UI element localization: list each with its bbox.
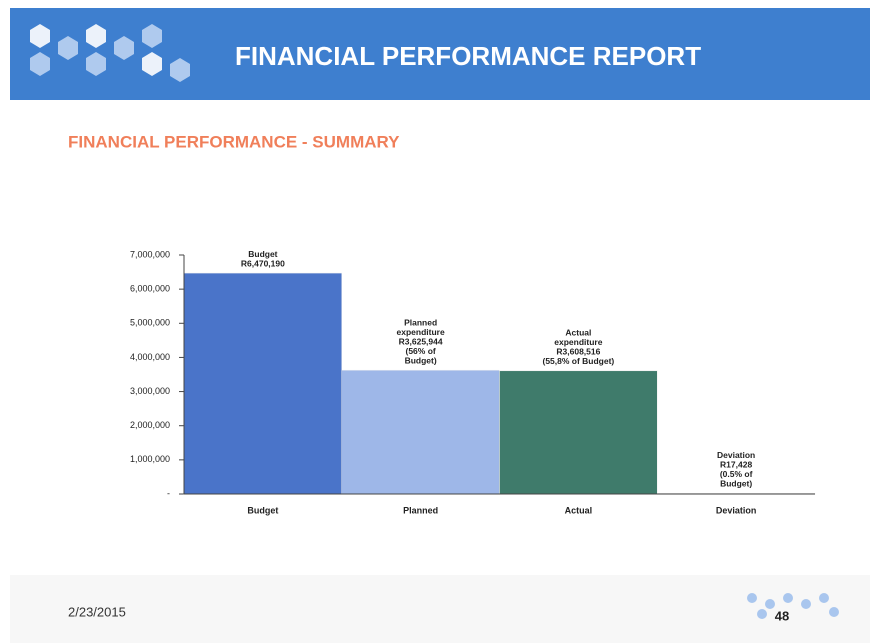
page-number: 48 bbox=[775, 608, 789, 623]
bar bbox=[341, 369, 500, 495]
hex-decoration bbox=[30, 24, 190, 82]
bar bbox=[499, 370, 658, 495]
footer-hex bbox=[747, 593, 839, 619]
data-label: Deviation bbox=[717, 450, 755, 460]
x-tick-label: Actual bbox=[565, 505, 593, 515]
x-tick-label: Deviation bbox=[716, 505, 757, 515]
bar bbox=[183, 272, 342, 495]
data-label: Budget bbox=[248, 249, 277, 259]
data-label: (55,8% of Budget) bbox=[542, 356, 614, 366]
y-tick-label: 7,000,000 bbox=[130, 249, 170, 259]
data-label: R17,428 bbox=[720, 460, 752, 470]
y-tick-label: 2,000,000 bbox=[130, 420, 170, 430]
y-tick-label: 4,000,000 bbox=[130, 352, 170, 362]
subtitle: FINANCIAL PERFORMANCE - SUMMARY bbox=[68, 132, 400, 151]
data-label: R3,608,516 bbox=[556, 347, 600, 357]
y-tick-label: - bbox=[167, 488, 170, 498]
x-tick-label: Budget bbox=[247, 505, 278, 515]
data-label: Budget) bbox=[720, 479, 752, 489]
y-tick-label: 6,000,000 bbox=[130, 284, 170, 294]
data-label: expenditure bbox=[397, 327, 445, 337]
data-label: Planned bbox=[404, 317, 437, 327]
data-label: R6,470,190 bbox=[241, 258, 285, 268]
footer-band bbox=[10, 575, 870, 643]
data-label: Actual bbox=[565, 328, 591, 338]
y-tick-label: 3,000,000 bbox=[130, 386, 170, 396]
data-label: (0.5% of bbox=[720, 469, 753, 479]
header-title: FINANCIAL PERFORMANCE REPORT bbox=[235, 41, 701, 71]
data-label: (56% of bbox=[406, 346, 436, 356]
data-label: R3,625,944 bbox=[399, 336, 443, 346]
y-tick-label: 5,000,000 bbox=[130, 318, 170, 328]
footer-date: 2/23/2015 bbox=[68, 604, 126, 619]
x-tick-label: Planned bbox=[403, 505, 438, 515]
data-label: Budget) bbox=[405, 355, 437, 365]
data-label: expenditure bbox=[554, 337, 602, 347]
y-tick-label: 1,000,000 bbox=[130, 454, 170, 464]
